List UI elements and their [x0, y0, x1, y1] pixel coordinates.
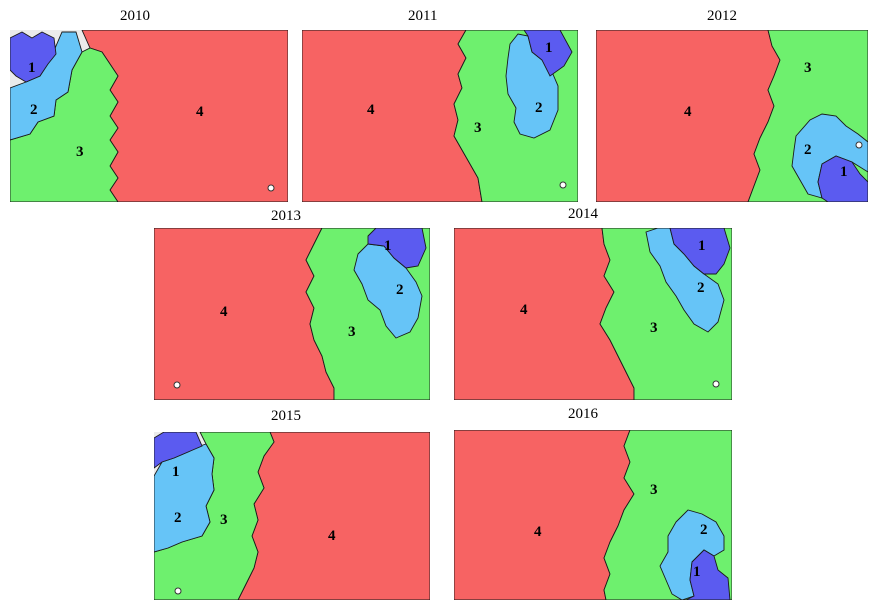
cluster-label-4: 4 [196, 104, 204, 120]
cluster-label-1: 1 [28, 60, 36, 76]
cluster-4-region [454, 430, 635, 600]
cluster-label-3: 3 [348, 324, 356, 340]
marker-circle [712, 380, 720, 388]
cluster-1-region [367, 228, 427, 269]
cluster-4-region [237, 432, 430, 600]
cluster-label-2: 2 [700, 522, 708, 538]
cluster-label-2: 2 [535, 100, 543, 116]
cluster-1-region [154, 432, 203, 469]
cluster-label-3: 3 [650, 482, 658, 498]
cluster-label-2: 2 [804, 142, 812, 158]
som-map-2010-svg: 1 2 3 4 [10, 30, 288, 202]
som-map-2012: 1 2 3 4 [596, 30, 868, 202]
panel-title-2010: 2010 [120, 8, 150, 24]
cluster-1-region [669, 228, 731, 275]
panel-title-2016: 2016 [568, 406, 598, 422]
som-map-2013-svg: 1 2 3 4 [154, 228, 430, 400]
som-map-2014: 1 2 3 4 [454, 228, 732, 400]
panel-title-2013: 2013 [271, 208, 301, 224]
cluster-label-2: 2 [697, 280, 705, 296]
panel-title-2011: 2011 [408, 8, 438, 24]
marker-circle [855, 141, 863, 149]
cluster-label-4: 4 [328, 528, 336, 544]
som-map-2015-svg: 1 2 3 4 [154, 432, 430, 600]
cluster-label-2: 2 [174, 510, 182, 526]
som-map-2011: 1 2 3 4 [302, 30, 578, 202]
cluster-label-1: 1 [693, 564, 701, 580]
som-map-2012-svg: 1 2 3 4 [596, 30, 868, 202]
cluster-1-region [685, 549, 731, 600]
som-map-2015: 1 2 3 4 [154, 432, 430, 600]
cluster-1-region [523, 30, 573, 77]
cluster-label-1: 1 [698, 238, 706, 254]
som-map-2016: 1 2 3 4 [454, 430, 732, 600]
cluster-label-1: 1 [545, 40, 553, 56]
marker-circle [267, 184, 275, 192]
som-map-2010: 1 2 3 4 [10, 30, 288, 202]
cluster-1-region [10, 31, 57, 83]
som-map-2016-svg: 1 2 3 4 [454, 430, 732, 600]
cluster-label-4: 4 [534, 524, 542, 540]
cluster-1-region [817, 155, 868, 202]
cluster-label-4: 4 [367, 102, 375, 118]
cluster-label-1: 1 [172, 464, 180, 480]
cluster-4-region [302, 30, 483, 202]
cluster-label-3: 3 [650, 320, 658, 336]
cluster-label-2: 2 [396, 282, 404, 298]
panel-title-2015: 2015 [271, 408, 301, 424]
panel-title-2014: 2014 [568, 206, 598, 222]
cluster-label-3: 3 [804, 60, 812, 76]
panel-title-2012: 2012 [707, 8, 737, 24]
marker-circle [174, 587, 182, 595]
cluster-4-region [154, 228, 335, 400]
cluster-label-3: 3 [76, 144, 84, 160]
cluster-label-1: 1 [384, 238, 392, 254]
cluster-label-2: 2 [30, 102, 38, 118]
marker-circle [559, 181, 567, 189]
cluster-label-4: 4 [684, 104, 692, 120]
marker-circle [173, 381, 181, 389]
som-map-2013: 1 2 3 4 [154, 228, 430, 400]
cluster-label-1: 1 [840, 164, 848, 180]
cluster-label-3: 3 [220, 512, 228, 528]
cluster-label-3: 3 [474, 120, 482, 136]
cluster-label-4: 4 [520, 302, 528, 318]
som-map-2014-svg: 1 2 3 4 [454, 228, 732, 400]
som-map-2011-svg: 1 2 3 4 [302, 30, 578, 202]
cluster-label-4: 4 [220, 304, 228, 320]
